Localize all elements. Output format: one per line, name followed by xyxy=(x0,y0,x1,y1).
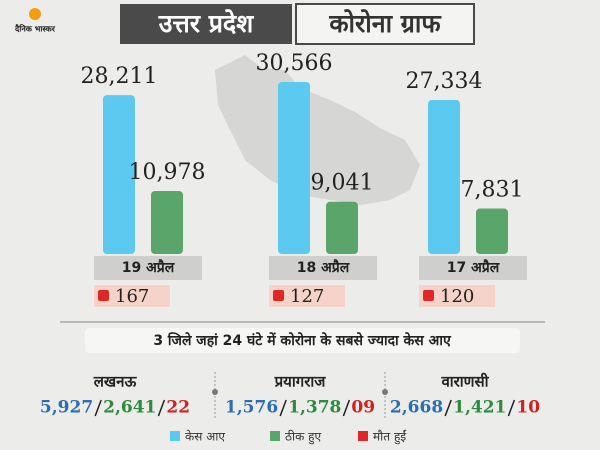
district-value: 1,378 xyxy=(288,398,341,418)
title-box xyxy=(120,4,292,44)
districts-title: 3 जिले जहां 24 घंटे में कोरोना के सबसे ज… xyxy=(153,332,452,349)
districts-title-box xyxy=(85,328,520,353)
separator xyxy=(94,399,102,417)
date-box xyxy=(94,256,202,280)
district-value: 09 xyxy=(351,398,375,418)
district-value: 22 xyxy=(166,398,190,418)
logo-mark xyxy=(29,8,41,20)
district-value: 1,576 xyxy=(225,398,278,418)
death-value: 167 xyxy=(115,286,149,307)
bar xyxy=(476,208,508,254)
bar xyxy=(428,99,460,254)
district-name: वाराणसी xyxy=(440,373,489,391)
title: उत्तर प्रदेश xyxy=(158,9,254,38)
district-value: 2,668 xyxy=(390,398,443,418)
date-box xyxy=(269,256,377,280)
district-value: 1,421 xyxy=(453,398,506,418)
death-box xyxy=(269,285,345,307)
map-silhouette xyxy=(215,55,420,205)
bar-value-label: 28,211 xyxy=(81,64,158,89)
bar-value-label: 9,041 xyxy=(311,171,374,196)
legend-swatch xyxy=(270,431,280,441)
bar xyxy=(103,95,135,254)
date-box xyxy=(419,256,527,280)
bar xyxy=(151,190,183,254)
separator xyxy=(444,399,452,417)
bar-value-label: 27,334 xyxy=(406,69,483,94)
category-label: 19 अप्रैल xyxy=(122,259,175,276)
death-box xyxy=(94,285,170,307)
legend-label: मौत हुईं xyxy=(373,430,407,445)
district-value: 5,927 xyxy=(40,398,93,418)
bar-value-label: 30,566 xyxy=(256,51,333,76)
separator xyxy=(279,399,287,417)
legend-swatch xyxy=(170,431,180,441)
bar-value-label: 10,978 xyxy=(129,160,206,185)
bar xyxy=(326,201,358,254)
death-value: 120 xyxy=(440,286,474,307)
district-value: 10 xyxy=(516,398,540,418)
death-marker xyxy=(273,290,284,301)
legend-label: केस आए xyxy=(185,430,225,444)
death-box xyxy=(419,285,495,307)
subtitle-box xyxy=(295,3,475,45)
divider-dot xyxy=(212,389,218,395)
divider-dot xyxy=(382,389,388,395)
separator xyxy=(157,399,166,417)
category-label: 17 अप्रैल xyxy=(447,259,500,276)
district-name: लखनऊ xyxy=(93,373,138,391)
separator xyxy=(507,399,516,417)
legend-label: ठीक हुए xyxy=(285,430,321,445)
bar xyxy=(278,82,310,254)
category-label: 18 अप्रैल xyxy=(297,259,350,276)
separator xyxy=(342,399,351,417)
bar-value-label: 7,831 xyxy=(461,177,524,202)
death-marker xyxy=(423,290,434,301)
death-value: 127 xyxy=(290,286,324,307)
district-value: 2,641 xyxy=(103,398,156,418)
subtitle: कोरोना ग्राफ xyxy=(328,9,442,38)
district-name: प्रयागराज xyxy=(274,373,327,391)
legend-swatch xyxy=(358,431,368,441)
death-marker xyxy=(98,290,109,301)
logo-text: दैनिक भास्कर xyxy=(14,24,56,34)
